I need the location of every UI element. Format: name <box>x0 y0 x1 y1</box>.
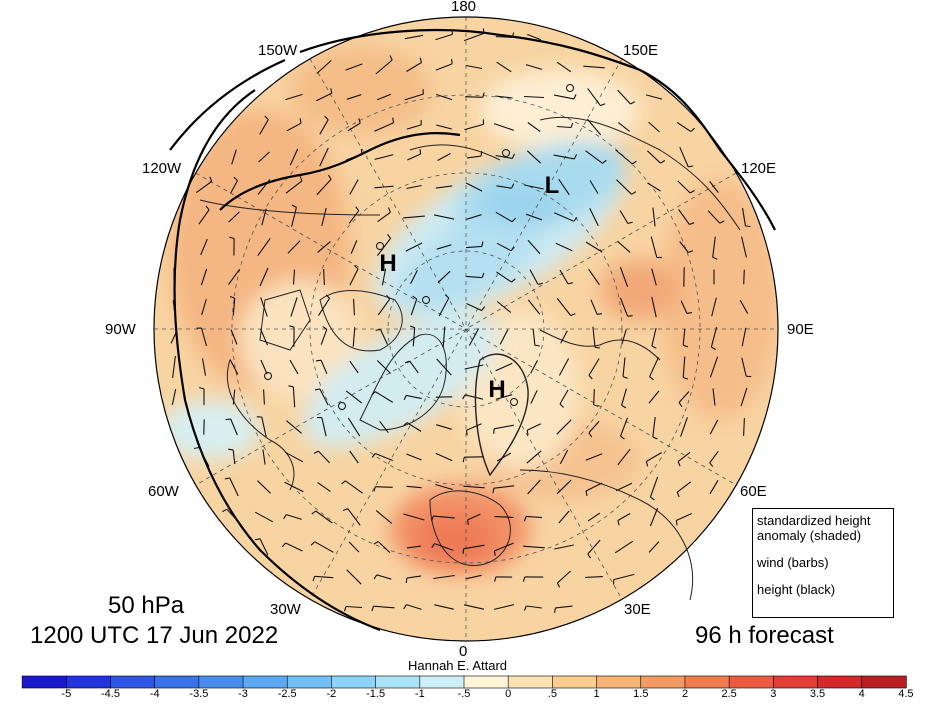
colorbar-segment <box>552 676 597 688</box>
wind-barb-flag <box>495 551 496 556</box>
colorbar-segment <box>508 676 553 688</box>
colorbar-segment <box>818 676 863 688</box>
wind-barb-flag <box>467 430 468 435</box>
high-center-label: H <box>379 250 396 277</box>
colorbar-segment <box>376 676 421 688</box>
lon-label-30w: 30W <box>270 601 301 618</box>
legend-line-height: height (black) <box>757 582 889 597</box>
colorbar-tick-label: 3.5 <box>810 688 825 700</box>
wind-barb <box>465 97 483 98</box>
lon-label-180: 180 <box>451 0 476 15</box>
wind-barb <box>744 270 745 285</box>
lon-label-150w: 150W <box>258 42 297 59</box>
wind-barb-flag <box>316 360 321 361</box>
colorbar-tick-label: 2.5 <box>721 688 736 700</box>
wind-barb <box>375 487 392 488</box>
colorbar-segment <box>199 676 244 688</box>
wind-barb <box>594 389 595 405</box>
lon-label-120e: 120E <box>741 160 776 177</box>
colorbar <box>22 676 906 688</box>
colorbar-segment <box>243 676 288 688</box>
colorbar-tick-label: -1.5 <box>366 688 385 700</box>
colorbar-segment <box>420 676 465 688</box>
wind-barb-flag <box>597 314 602 315</box>
colorbar-tick-label: 2 <box>682 688 688 700</box>
colorbar-segment <box>641 676 686 688</box>
legend-line-wind: wind (barbs) <box>757 555 889 570</box>
colorbar-segment <box>685 676 730 688</box>
pressure-level-title: 50 hPa <box>108 592 184 620</box>
colorbar-tick-label: -.5 <box>458 688 471 700</box>
colorbar-segment <box>287 676 332 688</box>
colorbar-tick-label: -5 <box>61 688 71 700</box>
wind-barb-flag <box>483 28 484 33</box>
legend-line-shading-2: anomaly (shaded) <box>757 528 889 543</box>
legend-box: standardized height anomaly (shaded) win… <box>752 508 894 618</box>
wind-barb-flag <box>452 59 453 64</box>
colorbar-segment <box>464 676 509 688</box>
lon-label-30e: 30E <box>624 601 651 618</box>
wind-barb-flag <box>406 578 407 583</box>
lon-label-60e: 60E <box>740 483 767 500</box>
colorbar-segment <box>597 676 642 688</box>
wind-barb-flag <box>746 226 751 227</box>
valid-time-title: 1200 UTC 17 Jun 2022 <box>30 622 278 650</box>
colorbar-tick-label: -4.5 <box>101 688 120 700</box>
colorbar-segment <box>729 676 774 688</box>
colorbar-tick-label: -3.5 <box>189 688 208 700</box>
wind-barb-flag <box>226 419 231 420</box>
wind-barb-flag <box>228 449 233 450</box>
low-center-label: L <box>545 172 560 199</box>
forecast-hour-title: 96 h forecast <box>695 622 834 650</box>
wind-barb-flag <box>595 347 600 348</box>
author-credit: Hannah E. Attard <box>408 658 507 673</box>
legend-line-shading: standardized height <box>757 513 889 528</box>
colorbar-tick-label: -4 <box>150 688 160 700</box>
colorbar-segment <box>66 676 111 688</box>
lon-label-120w: 120W <box>142 160 181 177</box>
colorbar-segment <box>22 676 67 688</box>
lon-label-90e: 90E <box>787 321 814 338</box>
colorbar-segment <box>110 676 155 688</box>
colorbar-segment <box>773 676 818 688</box>
wind-barb-flag <box>628 316 633 317</box>
colorbar-tick-label: 1.5 <box>633 688 648 700</box>
lon-label-90w: 90W <box>105 321 136 338</box>
colorbar-segment <box>331 676 376 688</box>
colorbar-tick-label: -2.5 <box>278 688 297 700</box>
colorbar-tick-label: -1 <box>415 688 425 700</box>
colorbar-tick-label: -3 <box>238 688 248 700</box>
lon-label-60w: 60W <box>148 483 179 500</box>
colorbar-tick-label: 3 <box>770 688 776 700</box>
colorbar-tick-label: 4 <box>859 688 865 700</box>
wind-barb-flag <box>481 151 482 156</box>
colorbar-tick-label: -2 <box>327 688 337 700</box>
colorbar-tick-label: 1 <box>594 688 600 700</box>
colorbar-tick-label: .5 <box>548 688 557 700</box>
colorbar-segment <box>155 676 200 688</box>
colorbar-segment <box>862 676 907 688</box>
high-center-label: H <box>488 376 505 403</box>
colorbar-tick-label: 0 <box>505 688 511 700</box>
lon-label-150e: 150E <box>623 42 658 59</box>
wind-barb-flag <box>361 149 362 154</box>
colorbar-tick-label: 4.5 <box>898 688 913 700</box>
